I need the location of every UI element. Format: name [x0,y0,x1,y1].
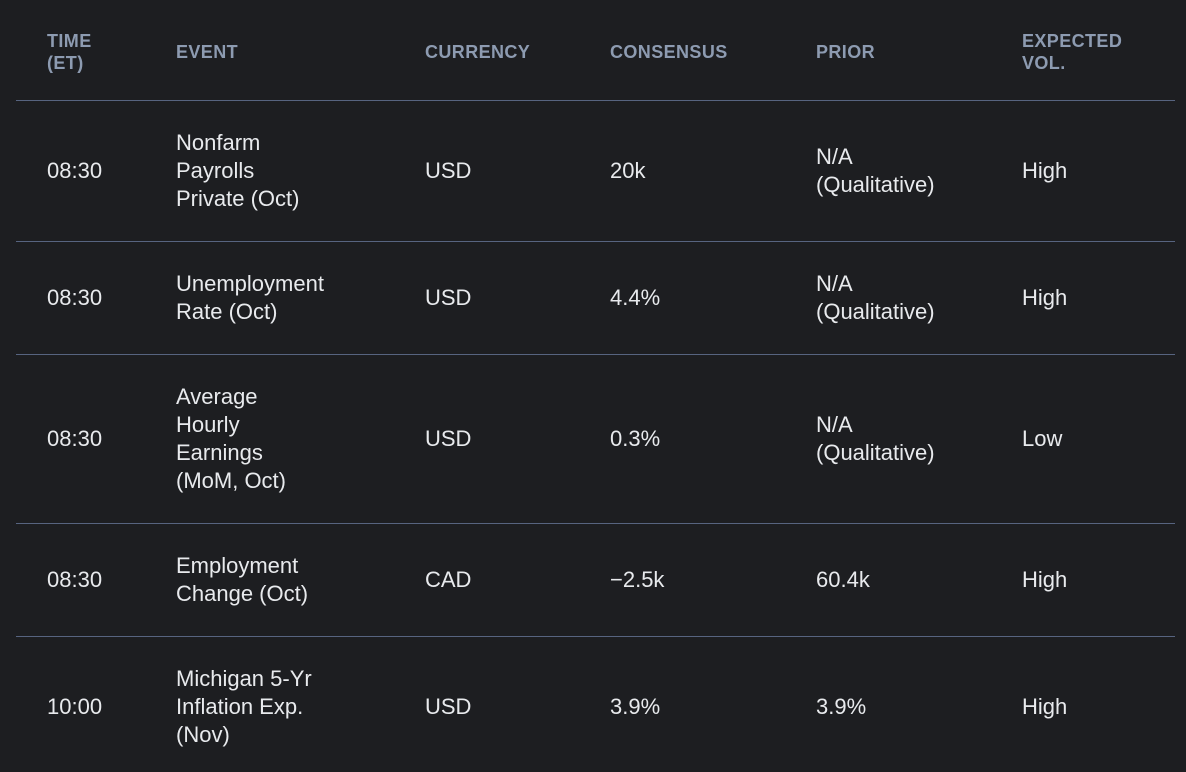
cell-prior: N/A (Qualitative) [816,144,935,197]
column-header-currency: CURRENCY [425,42,531,62]
cell-event: Nonfarm Payrolls Private (Oct) [176,130,300,211]
cell-consensus: −2.5k [610,567,665,592]
cell-prior: N/A (Qualitative) [816,412,935,465]
cell-expected_vol: High [1022,567,1068,592]
cell-time: 10:00 [47,694,103,719]
cell-prior: 3.9% [816,694,867,719]
cell-currency: USD [425,285,472,310]
table-row: 08:30 Employment Change (Oct) CAD −2.5k 60.4… [16,524,1175,637]
cell-time: 08:30 [47,567,103,592]
cell-prior: N/A (Qualitative) [816,271,935,324]
cell-prior: 60.4k [816,567,870,592]
column-header-time: TIME (ET) [47,31,92,73]
cell-consensus: 4.4% [610,285,661,310]
cell-time: 08:30 [47,426,103,451]
cell-currency: CAD [425,567,472,592]
economic-calendar-table: TIME (ET) EVENT CURRENCY CONSENSUS PRIOR… [16,0,1175,772]
cell-event: Employment Change (Oct) [176,553,309,606]
cell-consensus: 0.3% [610,426,661,451]
cell-expected_vol: High [1022,158,1068,183]
table-row: 08:30 Average Hourly Earnings (MoM, Oct) U… [16,355,1175,524]
cell-time: 08:30 [47,158,103,183]
cell-expected_vol: High [1022,694,1068,719]
table-header-row: TIME (ET) EVENT CURRENCY CONSENSUS PRIOR… [16,0,1175,101]
column-header-prior: PRIOR [816,42,876,62]
cell-time: 08:30 [47,285,103,310]
cell-expected_vol: Low [1022,426,1063,451]
column-header-consensus: CONSENSUS [610,42,728,62]
cell-currency: USD [425,426,472,451]
cell-currency: USD [425,694,472,719]
column-header-expected-vol: EXPECTED VOL. [1022,31,1123,73]
cell-expected_vol: High [1022,285,1068,310]
cell-consensus: 20k [610,158,646,183]
cell-consensus: 3.9% [610,694,661,719]
cell-event: Unemployment Rate (Oct) [176,271,324,324]
cell-currency: USD [425,158,472,183]
column-header-event: EVENT [176,42,239,62]
cell-event: Average Hourly Earnings (MoM, Oct) [176,384,286,493]
cell-event: Michigan 5-Yr Inflation Exp. (Nov) [176,666,312,747]
table-row: 08:30 Nonfarm Payrolls Private (Oct) USD 20… [16,101,1175,242]
table-row: 08:30 Unemployment Rate (Oct) USD 4.4% N/A (… [16,242,1175,355]
table-row: 10:00 Michigan 5-Yr Inflation Exp. (Nov) U… [16,637,1175,772]
table-body: 08:30 Nonfarm Payrolls Private (Oct) USD 20… [16,101,1175,772]
